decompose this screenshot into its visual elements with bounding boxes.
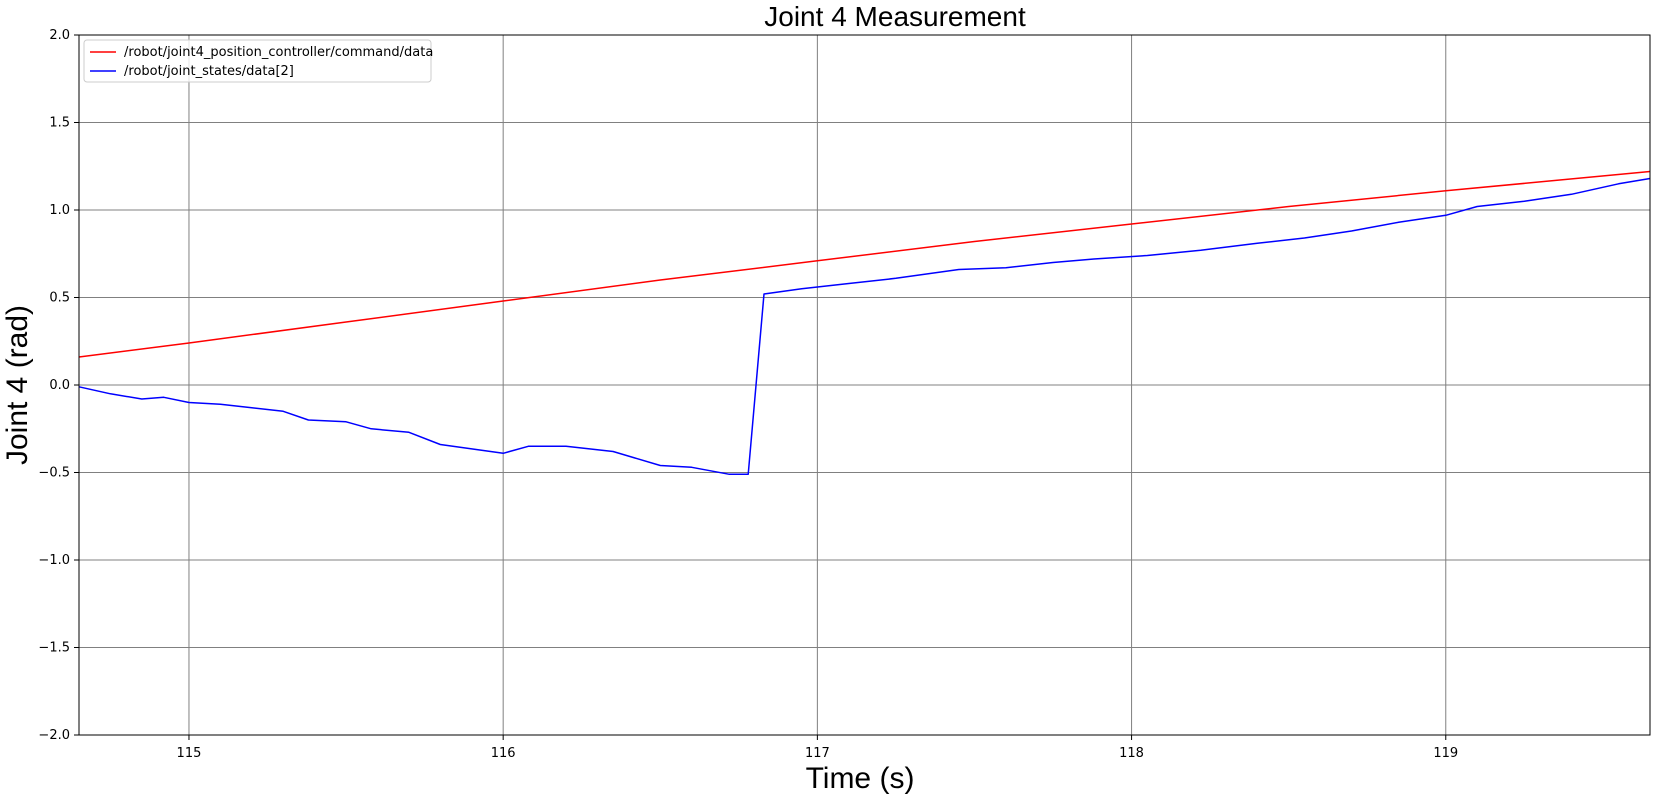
y-tick-label: −1.0 — [38, 553, 70, 568]
legend: /robot/joint4_position_controller/comman… — [83, 39, 433, 83]
grid — [79, 34, 1650, 736]
y-tick-label: 0.0 — [49, 378, 70, 393]
y-tick-label: 2.0 — [49, 28, 70, 43]
legend-label-2: /robot/joint_states/data[2] — [124, 64, 294, 79]
y-tick-label: 0.5 — [49, 291, 70, 306]
series-line-2 — [78, 177, 1651, 476]
series-line-1 — [78, 170, 1651, 358]
x-tick-label: 115 — [177, 746, 202, 761]
x-tick-label: 116 — [491, 746, 516, 761]
series-layer — [78, 170, 1651, 476]
y-axis: −2.0 −1.5 −1.0 −0.5 0.0 0.5 1.0 1.5 2.0 — [38, 28, 79, 743]
legend-box — [83, 39, 432, 83]
y-tick-label: 1.0 — [49, 203, 70, 218]
x-tick-label: 119 — [1433, 746, 1458, 761]
y-tick-label: −2.0 — [38, 728, 70, 743]
x-tick-label: 118 — [1119, 746, 1144, 761]
chart-title: Joint 4 Measurement — [764, 1, 1026, 32]
legend-label-1: /robot/joint4_position_controller/comman… — [124, 45, 433, 60]
x-tick-label: 117 — [805, 746, 830, 761]
x-axis-label: Time (s) — [806, 762, 915, 795]
x-axis: 115 116 117 118 119 — [177, 735, 1458, 761]
y-tick-label: −0.5 — [38, 466, 70, 481]
y-tick-label: 1.5 — [49, 116, 70, 131]
y-tick-label: −1.5 — [38, 641, 70, 656]
y-axis-label: Joint 4 (rad) — [1, 305, 34, 465]
